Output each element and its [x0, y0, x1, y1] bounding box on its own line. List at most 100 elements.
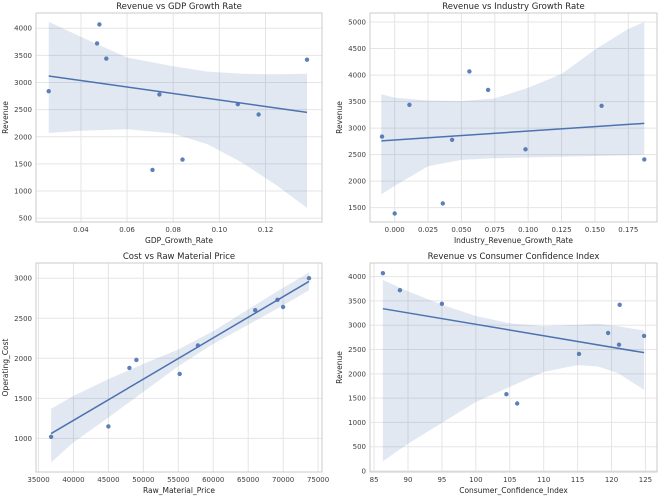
svg-text:4000: 4000 — [348, 72, 366, 80]
data-point — [439, 301, 445, 306]
svg-text:120: 120 — [605, 476, 618, 484]
svg-text:2000: 2000 — [348, 370, 366, 378]
regression-line — [48, 75, 308, 114]
svg-text:3000: 3000 — [14, 79, 32, 87]
data-point — [275, 297, 280, 302]
svg-text:2500: 2500 — [348, 346, 366, 354]
svg-text:500: 500 — [19, 215, 32, 223]
svg-text:1500: 1500 — [348, 204, 366, 212]
svg-text:0.125: 0.125 — [552, 226, 572, 234]
data-point — [253, 308, 258, 313]
scatter-points — [46, 22, 310, 173]
gridlines — [36, 13, 322, 222]
data-point — [379, 134, 385, 139]
chart-canvas-revenue-vs-gdp-growth: 0.04 0.06 0.08 0.10 0.12 500 1000 1500 2000 2500 3… — [1, 12, 323, 245]
tick-labels: 0.000 0.025 0.050 0.075 0.100 0.125 0.150 0.175… — [348, 19, 638, 234]
svg-text:60000: 60000 — [202, 476, 224, 484]
svg-text:3000: 3000 — [348, 125, 366, 133]
svg-text:4500: 4500 — [348, 45, 366, 53]
regression-line — [381, 122, 645, 142]
chart-canvas-cost-vs-raw-material-price: 35000 40000 45000 50000 55000 60000 65000 70000… — [1, 262, 329, 495]
svg-text:1000: 1000 — [348, 419, 366, 427]
gridlines — [36, 263, 322, 472]
axes-spines — [35, 262, 323, 473]
svg-text:75000: 75000 — [307, 476, 329, 484]
scatter-points — [379, 69, 647, 216]
data-point — [599, 103, 604, 109]
data-point — [104, 56, 109, 61]
svg-text:1000: 1000 — [14, 188, 32, 196]
data-point — [94, 41, 100, 46]
svg-text:0.04: 0.04 — [73, 226, 89, 234]
confidence-band — [48, 21, 307, 208]
svg-text:0.10: 0.10 — [212, 226, 228, 234]
data-point — [177, 371, 182, 377]
svg-text:0.175: 0.175 — [618, 226, 638, 234]
gridlines — [370, 263, 657, 472]
data-point — [235, 102, 240, 107]
data-point — [380, 271, 386, 276]
svg-text:0.050: 0.050 — [451, 226, 471, 234]
data-point — [256, 112, 261, 117]
data-point — [306, 276, 312, 281]
x-axis-label: GDP_Growth_Rate — [145, 236, 213, 245]
svg-text:50000: 50000 — [132, 476, 154, 484]
chart-cost-vs-raw-material-price: Cost vs Raw Material Price 35000 40000 450… — [0, 250, 334, 500]
chart-revenue-vs-gdp-growth: Revenue vs GDP Growth Rate 0.04 0.06 0.08 0… — [0, 0, 334, 250]
svg-text:3500: 3500 — [14, 52, 32, 60]
svg-text:0.12: 0.12 — [258, 226, 274, 234]
svg-text:95: 95 — [437, 476, 446, 484]
data-point — [515, 401, 520, 406]
data-point — [397, 288, 403, 293]
data-point — [150, 167, 155, 173]
data-point — [642, 157, 647, 162]
svg-text:85: 85 — [370, 476, 379, 484]
svg-text:1500: 1500 — [348, 395, 366, 403]
data-point — [523, 147, 528, 152]
svg-text:0.000: 0.000 — [385, 226, 405, 234]
svg-text:0.025: 0.025 — [418, 226, 438, 234]
svg-text:2000: 2000 — [348, 178, 366, 186]
data-point — [134, 357, 139, 363]
y-axis-label: Revenue — [1, 101, 10, 134]
svg-text:125: 125 — [639, 476, 652, 484]
svg-text:3500: 3500 — [348, 297, 366, 305]
svg-text:2500: 2500 — [14, 315, 32, 323]
tick-labels: 0.04 0.06 0.08 0.10 0.12 500 1000 1500 2000 2500 3… — [14, 25, 273, 234]
data-point — [48, 434, 54, 439]
axes-spines — [369, 12, 658, 223]
data-point — [641, 333, 647, 339]
svg-text:110: 110 — [537, 476, 550, 484]
data-point — [46, 89, 51, 94]
svg-text:115: 115 — [571, 476, 584, 484]
svg-text:90: 90 — [404, 476, 413, 484]
svg-text:0.08: 0.08 — [165, 226, 181, 234]
tick-labels: 35000 40000 45000 50000 55000 60000 65000 70000… — [14, 275, 329, 484]
scatter-points — [380, 271, 647, 406]
svg-text:5000: 5000 — [348, 19, 366, 27]
axes-spines — [369, 262, 658, 473]
axes-spines — [35, 12, 323, 223]
svg-text:1500: 1500 — [14, 395, 32, 403]
svg-text:1000: 1000 — [14, 435, 32, 443]
y-axis-label: Operating_Cost — [1, 338, 10, 396]
y-axis-label: Revenue — [335, 351, 344, 384]
data-point — [616, 342, 622, 347]
svg-text:35000: 35000 — [27, 476, 49, 484]
data-point — [485, 87, 491, 93]
svg-text:40000: 40000 — [62, 476, 84, 484]
data-point — [440, 201, 445, 206]
data-point — [605, 330, 611, 336]
gridlines — [370, 13, 657, 222]
svg-text:65000: 65000 — [237, 476, 259, 484]
data-point — [195, 343, 201, 348]
svg-text:0.06: 0.06 — [119, 226, 135, 234]
data-point — [280, 304, 286, 310]
x-axis-label: Raw_Material_Price — [143, 486, 215, 495]
svg-text:4000: 4000 — [348, 273, 366, 281]
svg-text:2500: 2500 — [14, 106, 32, 114]
data-point — [97, 22, 102, 27]
svg-text:45000: 45000 — [97, 476, 119, 484]
chart-revenue-vs-consumer-confidence: Revenue vs Consumer Confidence Index 85 9… — [334, 250, 669, 500]
chart-revenue-vs-industry-growth: Revenue vs Industry Growth Rate 0.000 0.0… — [334, 0, 669, 250]
